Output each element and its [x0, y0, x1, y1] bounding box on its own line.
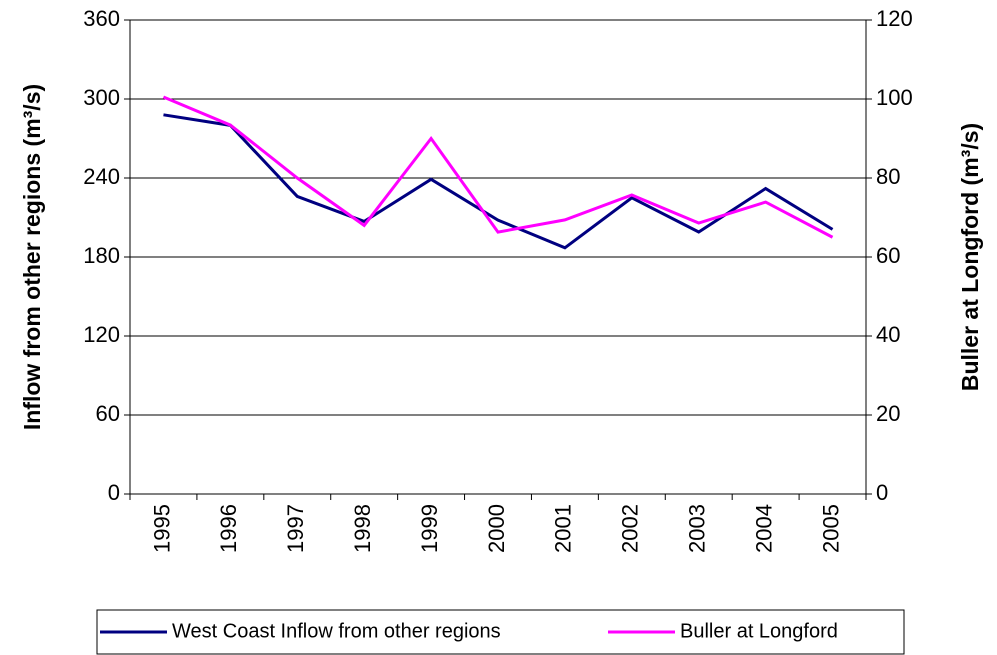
x-tick-label: 1999	[417, 504, 442, 553]
legend-label: Buller at Longford	[680, 620, 838, 642]
plot-frame	[129, 19, 867, 495]
x-tick-label: 2005	[818, 504, 843, 553]
x-tick-label: 2003	[685, 504, 710, 553]
y2-tick-label: 0	[876, 480, 888, 505]
x-tick-label: 1995	[149, 504, 174, 553]
x-tick-label: 2002	[618, 504, 643, 553]
y2-tick-label: 20	[876, 401, 900, 426]
y-tick-label: 60	[96, 401, 120, 426]
y-tick-label: 120	[83, 322, 120, 347]
y-tick-label: 360	[83, 6, 120, 31]
x-tick-label: 1996	[216, 504, 241, 553]
series-line	[163, 113, 834, 250]
y-axis-title: Inflow from other regions (m³/s)	[19, 84, 45, 430]
x-tick-label: 2000	[484, 504, 509, 553]
y-tick-label: 240	[83, 164, 120, 189]
x-tick-label: 1998	[350, 504, 375, 553]
y2-tick-label: 40	[876, 322, 900, 347]
y2-axis-title: Buller at Longford (m³/s)	[957, 123, 983, 391]
y-tick-label: 300	[83, 85, 120, 110]
y2-tick-label: 120	[876, 6, 913, 31]
legend-label: West Coast Inflow from other regions	[172, 620, 501, 642]
series-line	[162, 95, 834, 239]
x-tick-label: 2004	[751, 504, 776, 553]
y2-tick-label: 100	[876, 85, 913, 110]
legend-box	[96, 609, 905, 655]
y2-tick-label: 80	[876, 164, 900, 189]
y-tick-label: 0	[108, 480, 120, 505]
y-tick-label: 180	[83, 243, 120, 268]
x-tick-label: 2001	[551, 504, 576, 553]
x-tick-label: 1997	[283, 504, 308, 553]
y2-tick-label: 60	[876, 243, 900, 268]
